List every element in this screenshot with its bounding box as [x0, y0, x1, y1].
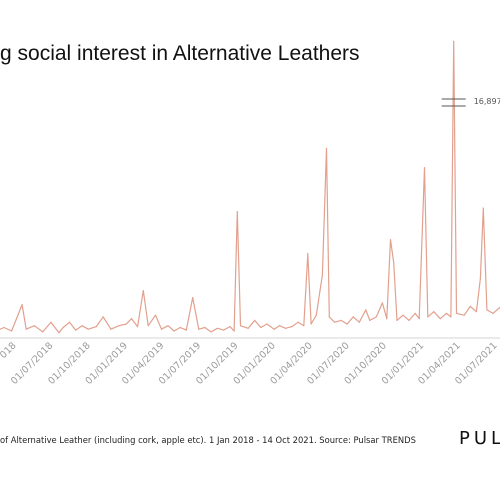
- data-point: [239, 325, 242, 327]
- data-point: [396, 319, 398, 321]
- data-point: [358, 321, 360, 323]
- data-point: [229, 326, 231, 328]
- data-point: [25, 328, 27, 330]
- data-point: [427, 316, 429, 318]
- data-point: [11, 330, 13, 332]
- data-point: [3, 326, 5, 329]
- data-point: [198, 328, 200, 330]
- data-point: [167, 325, 169, 327]
- data-point: [453, 40, 455, 43]
- data-point: [482, 207, 484, 209]
- data-point: [179, 326, 181, 329]
- data-point: [125, 323, 127, 325]
- data-point: [147, 325, 149, 327]
- data-point: [118, 325, 120, 327]
- data-point: [389, 239, 392, 241]
- data-point: [130, 318, 133, 320]
- data-point: [222, 329, 225, 331]
- data-point: [340, 319, 342, 321]
- data-point: [75, 329, 77, 331]
- data-point: [479, 277, 481, 279]
- data-point: [346, 323, 348, 325]
- series-layer: [0, 40, 500, 334]
- data-point: [87, 328, 89, 330]
- data-point: [278, 325, 281, 327]
- x-tick: 018: [0, 340, 19, 361]
- data-point: [439, 318, 441, 320]
- data-point: [233, 330, 235, 332]
- data-point: [375, 316, 377, 318]
- data-point: [33, 325, 35, 327]
- data-point: [486, 309, 488, 311]
- data-point: [469, 305, 471, 307]
- data-point: [303, 325, 305, 327]
- data-point: [185, 329, 187, 331]
- data-point: [369, 319, 371, 321]
- data-point: [408, 319, 410, 321]
- data-point: [315, 314, 317, 316]
- data-point: [365, 309, 367, 311]
- x-tick-labels: 01801/07/201801/10/201801/01/201901/04/2…: [0, 340, 500, 387]
- data-point: [450, 316, 452, 318]
- data-point: [260, 326, 262, 329]
- data-point: [463, 314, 465, 316]
- brand-logo: PULS: [459, 428, 500, 449]
- data-point: [102, 316, 104, 318]
- data-point: [50, 321, 52, 323]
- source-caption: of Alternative Leather (including cork, …: [0, 435, 416, 445]
- data-point: [321, 274, 323, 276]
- data-point: [402, 314, 404, 316]
- data-point: [236, 211, 238, 213]
- x-tick-label: 018: [0, 340, 19, 361]
- data-point: [325, 147, 328, 149]
- data-point: [154, 314, 157, 316]
- data-point: [393, 261, 395, 264]
- data-point: [81, 325, 83, 327]
- data-point: [273, 328, 275, 330]
- data-point: [310, 323, 312, 325]
- data-point: [433, 311, 435, 313]
- data-point: [445, 312, 447, 314]
- data-point: [210, 331, 212, 333]
- data-point: [307, 253, 309, 255]
- data-point: [423, 167, 426, 169]
- data-point: [352, 316, 354, 318]
- data-point: [216, 327, 219, 329]
- peak-annotation: 16,897: [441, 97, 500, 107]
- data-point: [42, 331, 44, 333]
- data-point: [69, 321, 71, 323]
- data-point: [475, 311, 477, 313]
- data-point: [192, 297, 194, 299]
- data-point: [455, 312, 458, 314]
- data-point: [284, 327, 287, 329]
- data-point: [492, 312, 494, 314]
- data-point: [173, 330, 175, 332]
- data-point: [137, 326, 139, 328]
- series-line-0: [0, 40, 500, 334]
- data-point: [142, 290, 144, 292]
- data-point: [247, 327, 249, 329]
- chart-title: g social interest in Alternative Leather…: [0, 42, 360, 65]
- data-point: [62, 326, 64, 329]
- data-point: [266, 323, 268, 325]
- data-point: [386, 318, 388, 320]
- peak-value-label: 16,897: [474, 97, 500, 106]
- data-point: [204, 326, 206, 329]
- data-point: [254, 319, 256, 321]
- data-point: [58, 332, 60, 334]
- data-point: [418, 318, 420, 320]
- data-point: [291, 326, 293, 328]
- data-point: [110, 328, 112, 330]
- data-point: [334, 321, 336, 323]
- data-point: [381, 302, 383, 304]
- data-point: [297, 321, 299, 323]
- data-point: [328, 316, 330, 318]
- data-point: [95, 326, 97, 328]
- data-point: [21, 304, 23, 306]
- data-point: [414, 312, 416, 314]
- data-point: [160, 328, 163, 330]
